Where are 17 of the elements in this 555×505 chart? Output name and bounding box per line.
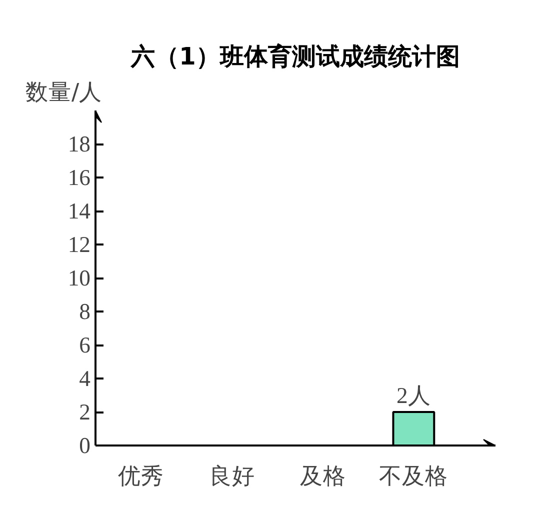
y-tick-label: 0	[79, 433, 90, 458]
x-tick-label: 及格	[300, 464, 346, 490]
x-tick-label: 优秀	[118, 464, 164, 490]
y-tick-label: 18	[68, 132, 90, 156]
x-tick-label: 良好	[208, 464, 255, 490]
y-tick-label: 14	[68, 198, 90, 224]
y-tick-label: 10	[68, 266, 90, 290]
y-tick-label: 16	[68, 165, 90, 190]
y-tick-label: 2	[79, 400, 90, 424]
data-label: 2人	[396, 383, 431, 408]
x-tick-label: 不及格	[379, 464, 448, 490]
y-tick-label: 6	[79, 332, 90, 358]
y-tick-label: 4	[79, 366, 90, 391]
y-axis-title: 数量/人	[26, 80, 102, 106]
y-tick-label: 12	[68, 232, 90, 257]
y-tick-label: 8	[79, 299, 90, 324]
chart-title: 六（1）班体育测试成绩统计图	[130, 42, 460, 70]
